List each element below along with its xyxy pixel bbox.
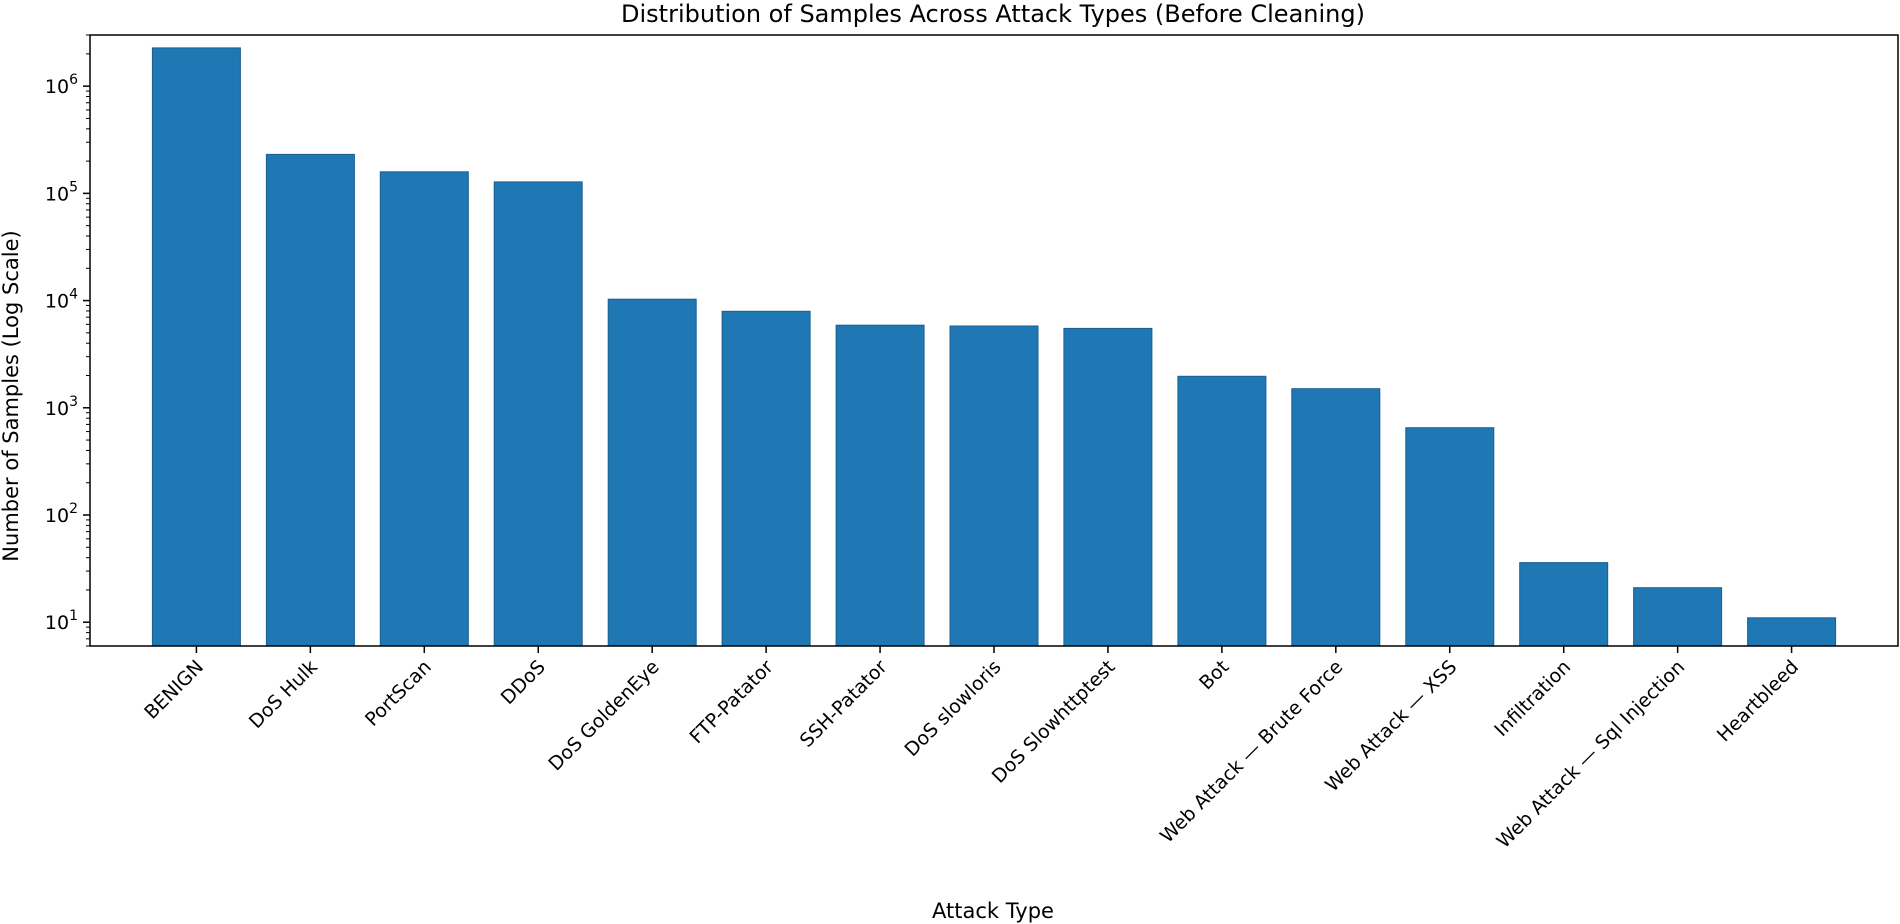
bar bbox=[1519, 562, 1609, 647]
x-tick-label: DDoS bbox=[497, 656, 550, 709]
x-tick-label: Web Attack — Sql Injection bbox=[1493, 656, 1690, 853]
x-tick-label: Bot bbox=[1195, 656, 1233, 694]
y-axis: 101 102 103 104 105 106 bbox=[45, 34, 90, 647]
bar bbox=[721, 310, 811, 647]
y-tick-label: 106 bbox=[45, 72, 78, 98]
bar bbox=[1291, 388, 1381, 647]
bar bbox=[265, 153, 355, 647]
x-tick-label: Infiltration bbox=[1490, 656, 1575, 741]
bars-group bbox=[151, 47, 1837, 647]
bar bbox=[379, 171, 469, 647]
x-axis-label: Attack Type bbox=[932, 899, 1054, 923]
bar bbox=[493, 181, 583, 647]
y-tick-label: 104 bbox=[45, 287, 78, 313]
x-tick-label: DoS GoldenEye bbox=[544, 656, 663, 775]
y-tick-label: 105 bbox=[45, 179, 78, 205]
x-tick-label: SSH-Patator bbox=[796, 656, 892, 752]
bar bbox=[1177, 375, 1267, 647]
x-tick-label: DoS Hulk bbox=[245, 656, 322, 733]
x-tick-label: DoS Slowhttptest bbox=[988, 656, 1120, 788]
x-tick-label: Web Attack — XSS bbox=[1321, 656, 1461, 796]
chart-title: Distribution of Samples Across Attack Ty… bbox=[621, 0, 1365, 28]
y-tick-label: 101 bbox=[45, 608, 78, 634]
x-tick-label: Heartbleed bbox=[1713, 656, 1803, 746]
plot-frame bbox=[89, 34, 1899, 647]
x-tick-label: FTP-Patator bbox=[685, 656, 777, 748]
x-tick-label: Web Attack — Brute Force bbox=[1156, 656, 1347, 847]
bar bbox=[1633, 587, 1723, 647]
y-axis-label: Number of Samples (Log Scale) bbox=[0, 230, 23, 561]
bar bbox=[607, 298, 697, 647]
bar bbox=[835, 324, 925, 647]
x-tick-label: DoS slowloris bbox=[900, 656, 1005, 761]
x-tick-label: BENIGN bbox=[140, 656, 208, 724]
y-tick-label: 103 bbox=[45, 394, 78, 420]
bar bbox=[1747, 617, 1837, 647]
bar bbox=[1405, 427, 1495, 647]
bar bbox=[151, 47, 241, 647]
y-tick-label: 102 bbox=[45, 501, 78, 527]
bar bbox=[1063, 327, 1153, 647]
x-tick-label: PortScan bbox=[361, 656, 436, 731]
bar bbox=[949, 325, 1039, 647]
